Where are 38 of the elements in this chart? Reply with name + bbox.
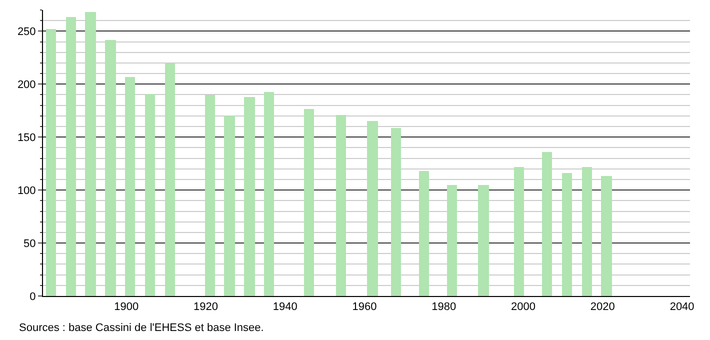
bar <box>224 116 235 296</box>
x-tick-label: 1980 <box>432 301 456 314</box>
y-tick-label: 50 <box>24 238 36 250</box>
bar <box>367 121 378 296</box>
bar <box>304 109 314 296</box>
bar <box>391 128 401 296</box>
x-tick-label: 1940 <box>272 301 298 314</box>
y-tick-label: 150 <box>17 132 36 144</box>
bar <box>66 17 76 296</box>
bar <box>46 29 56 296</box>
y-tick-label: 100 <box>17 184 36 197</box>
bar <box>85 12 96 296</box>
x-tick-label: 1900 <box>114 301 139 314</box>
x-tick-label: 1960 <box>352 301 377 314</box>
bar <box>562 173 572 296</box>
x-tick-label: 2000 <box>511 301 536 314</box>
bar <box>447 185 457 296</box>
bar <box>419 171 429 296</box>
bar <box>264 92 274 296</box>
bar <box>582 167 592 296</box>
bar <box>205 95 215 296</box>
bar <box>601 176 612 296</box>
bar <box>125 77 135 296</box>
bar <box>478 185 489 296</box>
bar <box>165 63 175 296</box>
bar <box>105 40 116 296</box>
source-note: Sources : base Cassini de l'EHESS et base Insee. <box>19 322 264 334</box>
x-tick-label: 1920 <box>194 301 218 314</box>
y-tick-label: 200 <box>17 79 36 91</box>
bar <box>145 94 155 296</box>
bar <box>542 152 552 296</box>
bar <box>514 167 524 296</box>
x-tick-label: 2040 <box>670 301 694 314</box>
y-tick-label: 0 <box>30 290 36 303</box>
x-tick-label: 2020 <box>590 301 615 314</box>
bar <box>244 97 255 296</box>
bar <box>336 115 346 296</box>
y-tick-label: 250 <box>17 26 36 38</box>
